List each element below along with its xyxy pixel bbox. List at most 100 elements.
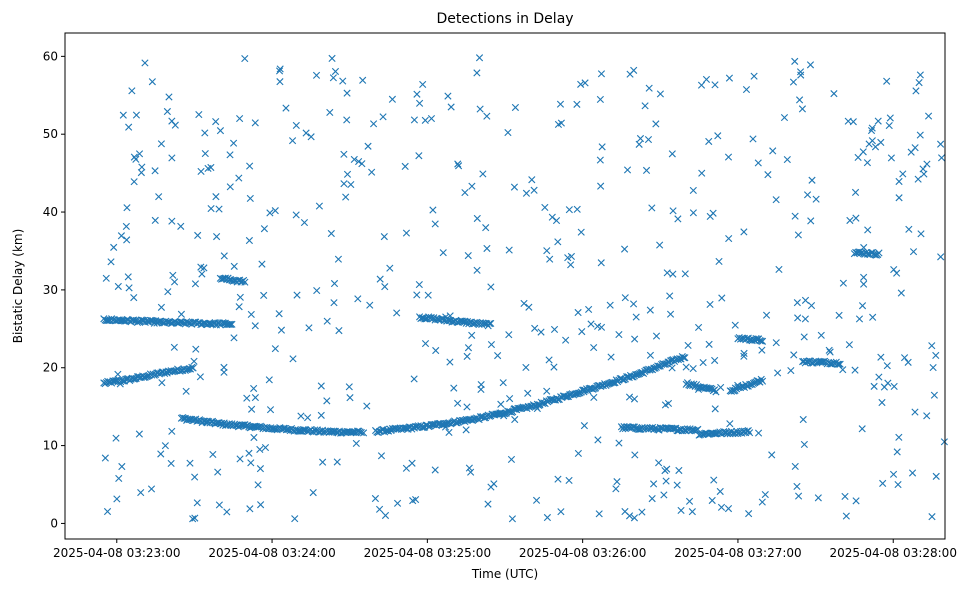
data-point	[468, 182, 476, 190]
data-point	[711, 356, 719, 365]
data-point	[756, 337, 764, 345]
data-point	[794, 314, 802, 322]
data-point	[257, 501, 265, 509]
data-point	[225, 320, 233, 328]
data-point	[114, 370, 122, 378]
data-point	[654, 362, 662, 370]
data-point	[562, 393, 570, 401]
data-point	[858, 302, 867, 310]
data-point	[573, 205, 581, 213]
data-point	[194, 231, 202, 239]
data-point	[607, 353, 615, 361]
data-point	[220, 252, 228, 260]
data-point	[908, 469, 917, 477]
data-point	[319, 458, 327, 466]
data-point	[740, 228, 748, 236]
data-point	[567, 261, 575, 269]
data-point	[203, 419, 211, 427]
data-point	[384, 427, 393, 435]
data-point	[506, 395, 514, 403]
data-point	[421, 339, 430, 348]
data-point	[235, 303, 243, 311]
data-point	[868, 124, 876, 132]
data-point	[227, 320, 235, 329]
y-tick-label: 60	[43, 49, 58, 63]
data-point	[864, 226, 872, 234]
data-point	[697, 81, 706, 89]
data-point	[648, 204, 656, 212]
data-point	[198, 270, 206, 278]
data-point	[496, 410, 504, 418]
data-point	[441, 423, 450, 431]
data-point	[835, 311, 843, 319]
data-point	[339, 77, 347, 85]
data-point	[292, 211, 300, 219]
data-point	[554, 238, 562, 246]
data-point	[574, 449, 582, 457]
data-point	[668, 150, 676, 158]
data-point	[669, 270, 677, 278]
data-point	[317, 411, 325, 419]
data-point	[343, 89, 351, 97]
data-point	[312, 71, 321, 79]
data-point	[705, 340, 713, 348]
data-point	[917, 230, 925, 238]
data-point	[849, 118, 857, 126]
data-point	[550, 363, 558, 371]
data-point	[169, 271, 177, 279]
data-point	[415, 281, 423, 289]
data-point	[454, 162, 463, 170]
data-point	[328, 54, 336, 62]
data-point	[305, 324, 313, 332]
data-point	[317, 382, 325, 390]
data-point	[606, 301, 614, 309]
data-point	[248, 405, 256, 413]
data-point	[329, 74, 337, 82]
data-point	[870, 382, 878, 390]
data-point	[275, 310, 283, 318]
data-point	[940, 438, 948, 446]
data-point	[507, 455, 516, 464]
data-point	[632, 313, 640, 321]
data-point	[689, 209, 697, 217]
data-point	[916, 71, 924, 79]
data-point	[381, 283, 389, 291]
data-point	[554, 120, 563, 129]
data-point	[928, 513, 936, 521]
data-point	[764, 171, 772, 179]
data-point	[590, 393, 598, 402]
data-point	[190, 357, 198, 365]
data-point	[256, 445, 264, 454]
data-point	[905, 225, 913, 233]
data-point	[388, 95, 396, 103]
data-point	[937, 154, 946, 162]
data-point	[354, 295, 362, 303]
y-axis-ticks: 0 10 20 30 40 50 60	[43, 49, 65, 530]
data-point	[130, 178, 138, 186]
data-point	[416, 99, 424, 107]
data-point	[613, 478, 621, 486]
data-point	[212, 193, 220, 201]
data-point	[740, 352, 748, 360]
data-point	[899, 170, 907, 178]
data-point	[137, 488, 145, 497]
data-point	[463, 403, 471, 411]
data-point	[689, 186, 697, 195]
data-point	[612, 485, 620, 493]
data-point	[724, 505, 733, 513]
data-point	[245, 236, 253, 245]
data-point	[340, 180, 348, 188]
data-point	[246, 162, 254, 170]
data-point	[147, 485, 156, 493]
data-point	[505, 331, 513, 339]
data-point	[170, 278, 179, 286]
data-point	[132, 111, 141, 119]
data-point	[895, 177, 903, 186]
data-point	[800, 440, 808, 449]
data-point	[875, 249, 883, 257]
data-point	[112, 434, 120, 442]
data-point	[511, 103, 520, 112]
data-point	[499, 379, 507, 387]
data-point	[408, 459, 416, 467]
data-point	[731, 321, 739, 329]
